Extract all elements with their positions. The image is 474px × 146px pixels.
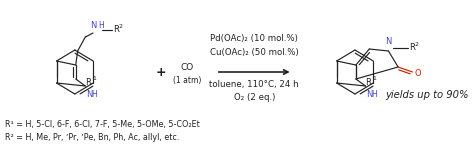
Text: N: N — [385, 37, 392, 46]
Text: H: H — [98, 21, 103, 30]
Text: 2: 2 — [119, 24, 123, 28]
Text: R: R — [85, 78, 91, 86]
Text: R: R — [409, 44, 414, 53]
Text: 1: 1 — [372, 75, 376, 80]
Text: toluene, 110°C, 24 h: toluene, 110°C, 24 h — [210, 80, 299, 88]
Text: yields up to 90%: yields up to 90% — [385, 90, 469, 100]
Text: R¹ = H, 5-Cl, 6-F, 6-Cl, 7-F, 5-Me, 5-OMe, 5-CO₂Et: R¹ = H, 5-Cl, 6-F, 6-Cl, 7-F, 5-Me, 5-OM… — [5, 120, 200, 130]
Text: CO: CO — [181, 64, 194, 73]
Text: +: + — [156, 66, 166, 79]
Text: 2: 2 — [414, 41, 419, 46]
Text: H: H — [371, 90, 377, 99]
Text: N: N — [366, 90, 373, 99]
Text: N: N — [86, 90, 92, 99]
Text: O: O — [414, 68, 421, 78]
Text: R: R — [365, 78, 371, 86]
Text: O₂ (2 eq.): O₂ (2 eq.) — [234, 93, 275, 101]
Text: N: N — [90, 21, 96, 30]
Text: 1: 1 — [92, 75, 96, 80]
Text: (1 atm): (1 atm) — [173, 75, 201, 85]
Text: Pd(OAc)₂ (10 mol.%): Pd(OAc)₂ (10 mol.%) — [210, 33, 298, 42]
Text: R: R — [113, 26, 119, 34]
Text: H: H — [91, 90, 97, 99]
Text: R² = H, Me, Pr, ʼPr, ʼPe, Bn, Ph, Ac, allyl, etc.: R² = H, Me, Pr, ʼPr, ʼPe, Bn, Ph, Ac, al… — [5, 133, 179, 142]
Text: Cu(OAc)₂ (50 mol.%): Cu(OAc)₂ (50 mol.%) — [210, 47, 299, 57]
